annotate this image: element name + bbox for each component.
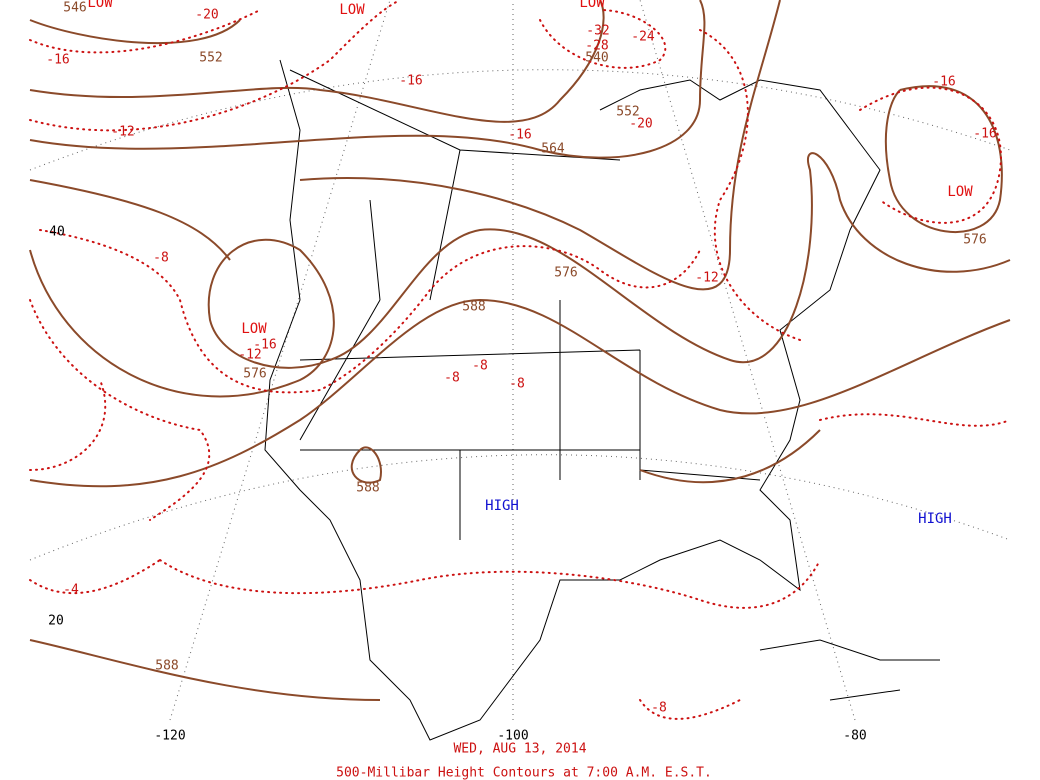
caption-title: 500-Millibar Height Contours at 7:00 A.M… [336, 766, 712, 780]
height-label: 552 [199, 51, 222, 66]
height-label: 552 [616, 105, 639, 120]
labels: LOW LOW LOW LOW LOW HIGH HIGH 546 552 540 552 564 57… [46, 0, 996, 780]
height-label: 576 [243, 367, 266, 382]
high-label: HIGH [485, 498, 519, 514]
temperature-label: -8 [509, 377, 525, 392]
temperature-label: -16 [932, 75, 955, 90]
temperature-label: -8 [472, 359, 488, 374]
temperature-label: -16 [253, 338, 276, 353]
temperature-label: -12 [695, 271, 718, 286]
temperature-label: -8 [153, 251, 169, 266]
height-label: 588 [462, 300, 485, 315]
temperature-label: -24 [631, 30, 655, 45]
low-label: LOW [579, 0, 605, 11]
temperature-label: -12 [111, 125, 134, 140]
temperature-label: -20 [195, 8, 218, 23]
temperature-label: -20 [629, 117, 652, 132]
height-label: 576 [554, 266, 577, 281]
height-label: 576 [963, 233, 986, 248]
high-label: HIGH [918, 511, 952, 527]
height-label: 540 [585, 51, 608, 66]
low-label: LOW [241, 321, 267, 337]
temperature-label: -32 [586, 24, 609, 39]
longitude-label: -100 [497, 729, 528, 744]
temperature-label: -16 [399, 74, 422, 89]
longitude-label: -120 [154, 729, 185, 744]
height-contours [29, 0, 1011, 701]
temperature-label: -12 [238, 348, 261, 363]
geography [264, 59, 940, 741]
low-label: LOW [339, 2, 365, 18]
temperature-label: -16 [46, 53, 69, 68]
graticule [29, 0, 1011, 721]
height-label: 588 [356, 481, 379, 496]
thickness-contours [29, 0, 1011, 720]
latitude-label: 20 [48, 614, 64, 629]
caption-date: WED, AUG 13, 2014 [453, 742, 586, 757]
longitude-label: -80 [843, 729, 866, 744]
temperature-label: -8 [651, 701, 667, 716]
temperature-label: -28 [585, 39, 608, 54]
height-label: 588 [155, 659, 178, 674]
low-label: LOW [947, 184, 973, 200]
temperature-label: -4 [63, 583, 79, 598]
latitude-label: 40 [49, 225, 65, 240]
temperature-label: -16 [508, 128, 531, 143]
height-label: 546 [63, 1, 86, 16]
height-label: 564 [541, 142, 565, 157]
temperature-label: -16 [973, 127, 996, 142]
low-label: LOW [87, 0, 113, 11]
temperature-label: -8 [444, 371, 460, 386]
